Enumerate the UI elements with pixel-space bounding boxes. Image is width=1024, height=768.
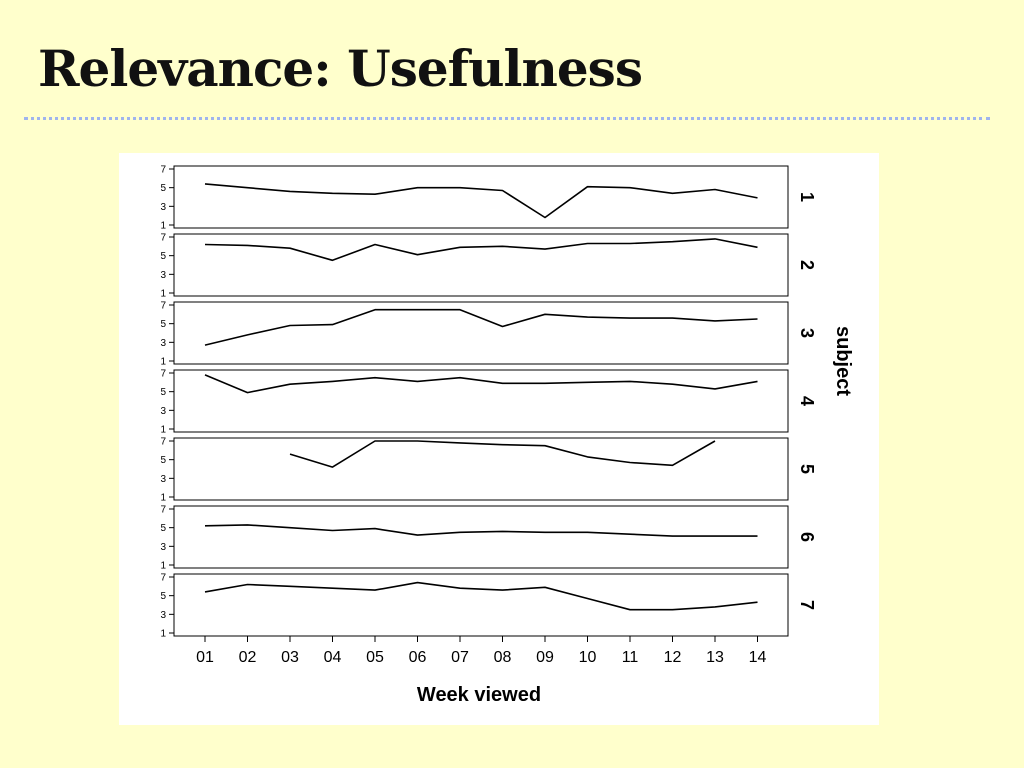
y-tick-label: 1 xyxy=(160,289,166,300)
series-line-5 xyxy=(289,440,716,468)
subject-strip-label: 6 xyxy=(797,532,817,542)
x-axis-label: Week viewed xyxy=(417,684,541,706)
y-tick-label: 1 xyxy=(160,629,166,640)
x-tick-label: 06 xyxy=(409,649,427,666)
subject-strip-label: 1 xyxy=(797,192,817,202)
title-divider xyxy=(24,117,990,120)
y-tick-label: 5 xyxy=(160,387,166,398)
x-tick-label: 12 xyxy=(664,649,682,666)
subject-strip-label: 2 xyxy=(797,260,817,270)
y-tick-label: 7 xyxy=(160,233,166,244)
y-tick-label: 3 xyxy=(160,406,166,417)
panel-frame xyxy=(173,301,789,365)
y-tick-label: 5 xyxy=(160,319,166,330)
x-tick-label: 10 xyxy=(579,649,597,666)
y-tick-label: 7 xyxy=(160,369,166,380)
faceted-line-chart: 13571135721357313574135751357613577subje… xyxy=(160,165,854,707)
panel-frame xyxy=(173,233,789,297)
subject-strip-label: 4 xyxy=(797,396,817,406)
series-line-4 xyxy=(204,374,758,394)
x-tick-label: 02 xyxy=(239,649,257,666)
x-tick-label: 07 xyxy=(451,649,469,666)
y-tick-label: 1 xyxy=(160,357,166,368)
panel-frame xyxy=(173,505,789,569)
series-line-7 xyxy=(204,581,758,611)
subject-panel-2: 1 3 5 7 2 xyxy=(160,233,817,300)
y-tick-label: 5 xyxy=(160,251,166,262)
x-tick-label: 04 xyxy=(324,649,342,666)
panel-frame xyxy=(173,369,789,433)
subject-panel-6: 1 3 5 7 6 xyxy=(160,505,817,572)
series-line-1 xyxy=(204,183,758,219)
y-tick-label: 3 xyxy=(160,610,166,621)
x-tick-label: 03 xyxy=(281,649,299,666)
subject-strip-label: 7 xyxy=(797,600,817,610)
y-tick-label: 7 xyxy=(160,437,166,448)
y-tick-label: 7 xyxy=(160,165,166,176)
panel-frame xyxy=(173,165,789,229)
y-tick-label: 5 xyxy=(160,455,166,466)
x-tick-label: 14 xyxy=(749,649,767,666)
y-tick-label: 5 xyxy=(160,523,166,534)
series-line-2 xyxy=(204,238,758,262)
y-tick-label: 3 xyxy=(160,542,166,553)
y-tick-label: 5 xyxy=(160,591,166,602)
plot-area: 1 3 5 7 1 1 3 5 7 2 1 3 5 7 3 1 3 5 7 4 1 3 5 7 5 1 3 5 7 6 1 3 5 7 7 subje… xyxy=(119,153,879,725)
x-tick-label: 08 xyxy=(494,649,512,666)
panel-frame xyxy=(173,573,789,637)
facet-axis-label: subject xyxy=(832,326,854,396)
y-tick-label: 7 xyxy=(160,573,166,584)
y-tick-label: 7 xyxy=(160,505,166,516)
x-tick-label: 05 xyxy=(366,649,384,666)
y-tick-label: 1 xyxy=(160,493,166,504)
y-tick-label: 3 xyxy=(160,202,166,213)
y-tick-label: 1 xyxy=(160,561,166,572)
series-line-6 xyxy=(204,524,758,537)
x-tick-label: 13 xyxy=(706,649,724,666)
slide-title: Relevance: Usefulness xyxy=(38,39,643,98)
y-tick-label: 5 xyxy=(160,183,166,194)
series-line-3 xyxy=(204,308,758,346)
y-tick-label: 1 xyxy=(160,425,166,436)
x-tick-label: 11 xyxy=(622,649,639,666)
y-tick-label: 3 xyxy=(160,474,166,485)
subject-panel-1: 1 3 5 7 1 xyxy=(160,165,817,232)
subject-panel-4: 1 3 5 7 4 xyxy=(160,369,817,436)
subject-panel-3: 1 3 5 7 3 xyxy=(160,301,817,368)
y-tick-label: 1 xyxy=(160,221,166,232)
x-tick-label: 01 xyxy=(196,649,214,666)
y-tick-label: 7 xyxy=(160,301,166,312)
subject-panel-7: 1 3 5 7 7 xyxy=(160,573,817,640)
y-tick-label: 3 xyxy=(160,270,166,281)
y-tick-label: 3 xyxy=(160,338,166,349)
subject-strip-label: 5 xyxy=(797,464,817,474)
subject-panel-5: 1 3 5 7 5 xyxy=(160,437,817,504)
x-tick-label: 09 xyxy=(536,649,554,666)
subject-strip-label: 3 xyxy=(797,328,817,338)
panel-frame xyxy=(173,437,789,501)
